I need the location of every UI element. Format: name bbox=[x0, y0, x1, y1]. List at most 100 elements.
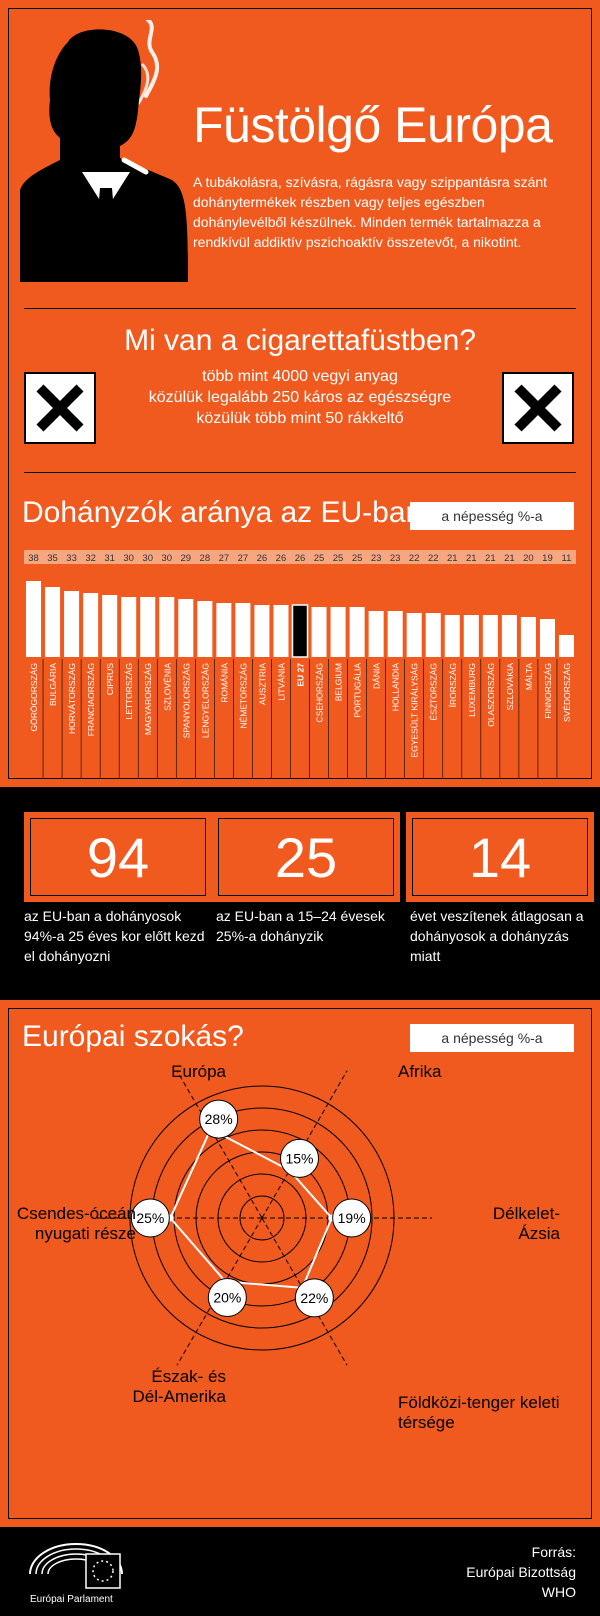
stat-box: 14 bbox=[406, 812, 594, 902]
intro-text: A tubákolásra, szívásra, rágásra vagy sz… bbox=[193, 174, 548, 250]
value-label: 26 bbox=[276, 553, 287, 564]
value-label: 33 bbox=[66, 553, 77, 564]
value-label: 21 bbox=[447, 553, 458, 564]
category-label: AUSZTRIA bbox=[257, 663, 267, 705]
category-label: FINNORSZÁG bbox=[543, 663, 553, 719]
category-label: HORVÁTORSZÁG bbox=[67, 663, 77, 734]
value-label: 21 bbox=[466, 553, 477, 564]
radar-ring bbox=[239, 1195, 285, 1241]
value-badge bbox=[207, 1278, 247, 1318]
smoke-line: több mint 4000 vegyi anyag bbox=[202, 368, 398, 385]
value-label: 26 bbox=[295, 553, 306, 564]
value-label: 25 bbox=[333, 553, 344, 564]
hazard-x-icon bbox=[502, 372, 574, 444]
bar bbox=[140, 597, 156, 657]
stat-value: 94 bbox=[30, 818, 206, 896]
value-label: 22 bbox=[409, 553, 420, 564]
value-label: 20% bbox=[213, 1290, 241, 1306]
category-label: CIPRUS bbox=[105, 663, 115, 695]
category-label: ÍRORSZÁG bbox=[448, 663, 458, 707]
bar bbox=[159, 597, 175, 657]
category-label: FRANCIAORSZÁG bbox=[86, 663, 96, 736]
value-label: 30 bbox=[161, 553, 172, 564]
panel-frame bbox=[8, 8, 592, 779]
source: Forrás: Európai Bizottság WHO bbox=[466, 1542, 576, 1602]
value-label: 23 bbox=[390, 553, 401, 564]
value-label: 11 bbox=[562, 553, 572, 564]
category-label: SPANYOLORSZÁG bbox=[181, 663, 191, 738]
source-line: WHO bbox=[541, 1584, 576, 1600]
stat-text: évet veszítenek átlagosan a dohányosok a… bbox=[410, 908, 584, 964]
value-band bbox=[24, 550, 576, 564]
top-panel: Füstölgő Európa A tubákolásra, szívásra,… bbox=[0, 0, 600, 787]
bar bbox=[387, 611, 403, 657]
bar bbox=[216, 603, 232, 657]
bar bbox=[235, 603, 251, 657]
logo-label: Európai Parlament bbox=[30, 1594, 113, 1605]
bar bbox=[292, 605, 308, 657]
divider bbox=[24, 308, 576, 309]
value-label: 32 bbox=[85, 553, 96, 564]
stat-value: 14 bbox=[412, 818, 588, 896]
value-label: 22 bbox=[428, 553, 439, 564]
value-badge bbox=[280, 1138, 319, 1178]
category-label: MAGYARORSZÁG bbox=[143, 663, 153, 735]
category-label: MÁLTA bbox=[524, 663, 534, 690]
category-label: ROMÁNIA bbox=[219, 663, 229, 703]
bar-chart-title: Dohányzók aránya az EU-ban bbox=[22, 496, 423, 529]
bar bbox=[273, 605, 289, 657]
bar bbox=[444, 615, 460, 657]
source-line: Európai Bizottság bbox=[466, 1564, 576, 1580]
axis-label: Csendes-óceán nyugati része bbox=[17, 1204, 136, 1243]
bar bbox=[311, 607, 327, 657]
value-label: 28 bbox=[200, 553, 211, 564]
value-label: 30 bbox=[142, 553, 153, 564]
value-label: 19 bbox=[542, 553, 553, 564]
radar-chart-title: Európai szokás? bbox=[22, 1020, 244, 1053]
smoke-line: közülük több mint 50 rákkeltő bbox=[196, 410, 404, 427]
category-label: SZLOVÁKIA bbox=[505, 663, 515, 711]
bar bbox=[349, 607, 365, 657]
value-label: 22% bbox=[300, 1290, 328, 1306]
bar bbox=[254, 605, 270, 657]
value-label: 30 bbox=[123, 553, 134, 564]
bar bbox=[178, 599, 194, 657]
category-label: GÖRÖGORSZÁG bbox=[29, 663, 39, 731]
value-label: 26 bbox=[257, 553, 268, 564]
value-label: 21 bbox=[485, 553, 496, 564]
cigarette-icon bbox=[121, 157, 149, 175]
smoke-lines: több mint 4000 vegyi anyag közülük legal… bbox=[140, 366, 460, 429]
bar bbox=[539, 619, 555, 657]
value-badge bbox=[199, 1099, 239, 1139]
stat-value: 25 bbox=[218, 818, 394, 896]
value-badge bbox=[130, 1198, 170, 1238]
bar bbox=[558, 635, 574, 657]
stat-box: 94 bbox=[24, 812, 212, 902]
value-label: 25 bbox=[314, 553, 325, 564]
category-label: CSEHORSZÁG bbox=[315, 663, 325, 723]
hazard-x-icon bbox=[24, 372, 96, 444]
value-label: 25% bbox=[136, 1210, 164, 1226]
value-badge bbox=[332, 1198, 372, 1238]
category-label: BULGÁRIA bbox=[48, 663, 58, 706]
bar bbox=[102, 595, 118, 657]
radar-panel: Európai szokás? a népesség %-a 28% 15% 19%… bbox=[0, 1000, 600, 1527]
european-parliament-logo bbox=[29, 1543, 123, 1589]
bar-outline bbox=[291, 604, 309, 658]
axis-label: Észak- és Dél-Amerika bbox=[132, 1367, 226, 1406]
value-label: 19% bbox=[338, 1210, 366, 1226]
source-line: Forrás: bbox=[531, 1544, 576, 1560]
bar bbox=[482, 615, 498, 657]
page-title: Füstölgő Európa bbox=[193, 97, 553, 153]
smoke-icon bbox=[144, 20, 160, 98]
category-label: LUXEMBURG bbox=[467, 663, 477, 717]
bar bbox=[83, 593, 99, 657]
category-label: EGYESÜLT KIRÁLYSÁG bbox=[410, 663, 420, 757]
bar bbox=[463, 615, 479, 657]
value-badge bbox=[294, 1278, 334, 1318]
bar bbox=[197, 601, 213, 657]
category-label: PORTUGÁLIA bbox=[353, 663, 363, 718]
category-label: SZLOVÉNIA bbox=[162, 663, 172, 711]
value-label: 15% bbox=[285, 1150, 313, 1166]
category-label: HOLLANDIA bbox=[391, 663, 401, 712]
